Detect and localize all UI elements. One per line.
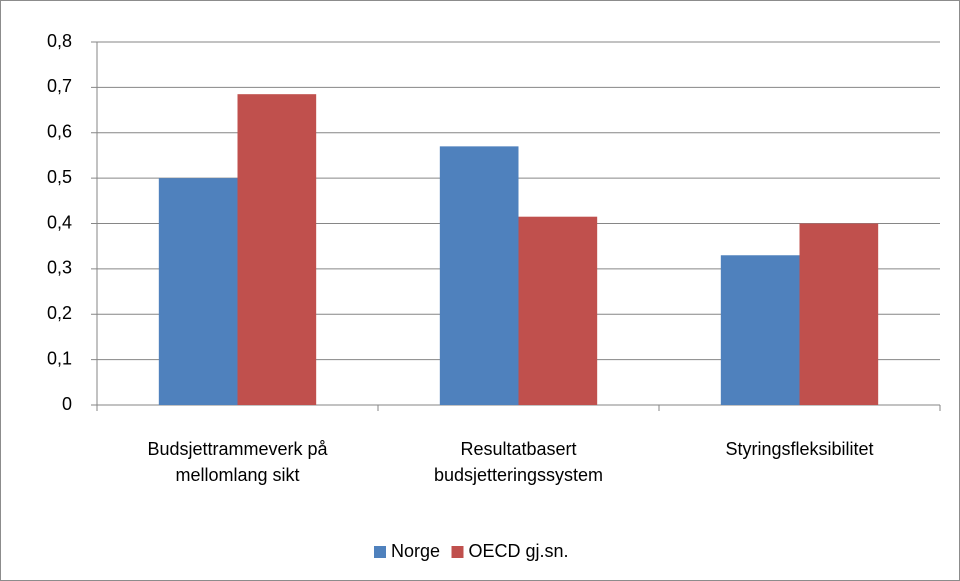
y-tick-label: 0,1 xyxy=(47,348,72,368)
y-tick-label: 0,8 xyxy=(47,31,72,51)
y-tick-label: 0,3 xyxy=(47,258,72,278)
y-tick-label: 0,2 xyxy=(47,303,72,323)
bar xyxy=(439,146,519,406)
bar xyxy=(720,255,800,405)
y-tick-label: 0,5 xyxy=(47,167,72,187)
bar xyxy=(518,216,598,405)
y-tick-label: 0 xyxy=(62,394,72,414)
x-tick-label: Styringsfleksibilitet xyxy=(725,439,874,459)
x-tick-label: Resultatbasert budsjetteringssystem xyxy=(433,439,604,485)
bar xyxy=(158,178,238,405)
legend-swatch xyxy=(374,546,386,558)
y-tick-label: 0,7 xyxy=(47,76,72,96)
bar xyxy=(237,94,317,406)
y-tick-label: 0,4 xyxy=(47,212,72,232)
bar xyxy=(799,223,879,405)
y-tick-label: 0,6 xyxy=(47,122,72,142)
x-tick-label: Budsjettrammeverk på mellomlang sikt xyxy=(147,439,328,485)
legend-swatch xyxy=(451,546,464,558)
legend-label: OECD gj.sn. xyxy=(469,541,569,561)
legend-label: Norge xyxy=(391,541,440,561)
